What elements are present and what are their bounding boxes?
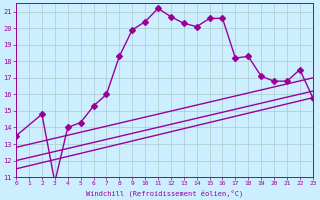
X-axis label: Windchill (Refroidissement éolien,°C): Windchill (Refroidissement éolien,°C): [86, 189, 243, 197]
